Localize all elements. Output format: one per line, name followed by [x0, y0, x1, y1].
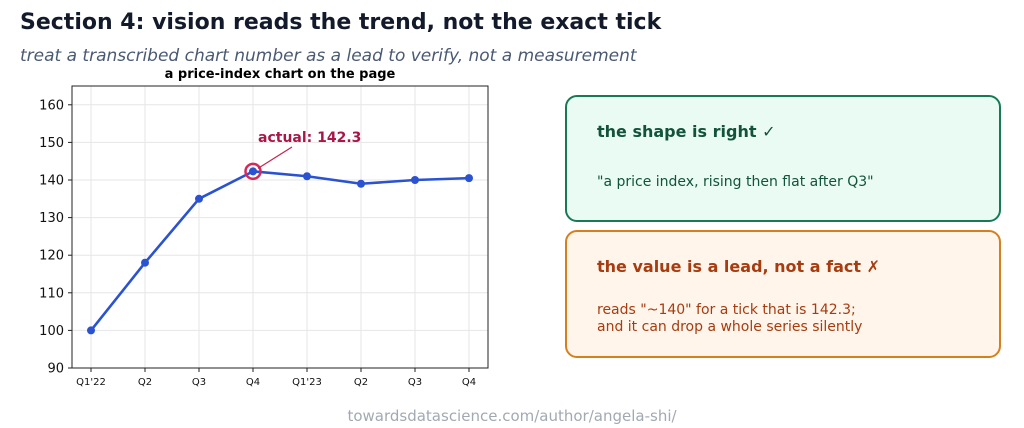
x-tick-label: Q1'23 [292, 377, 322, 388]
y-tick-label: 150 [39, 136, 64, 151]
shape-card-title: the shape is right ✓ [597, 122, 776, 141]
data-point [411, 176, 419, 184]
y-tick-label: 90 [47, 362, 64, 377]
source-url: towardsdatascience.com/author/angela-shi… [347, 407, 677, 425]
data-point [87, 326, 95, 335]
grid-lines [72, 86, 488, 369]
data-point [465, 174, 473, 183]
shape-is-right-card: the shape is right ✓ "a price index, ris… [565, 95, 1001, 222]
x-tick-label: Q1'22 [76, 377, 106, 388]
data-point [357, 179, 365, 188]
x-axis-ticks: Q1'22 Q2 Q3 Q4 Q1'23 Q2 Q3 Q4 [76, 368, 476, 388]
data-point [141, 258, 149, 267]
x-tick-label: Q2 [354, 377, 368, 388]
x-tick-label: Q4 [462, 377, 476, 388]
y-tick-label: 100 [39, 324, 64, 339]
shape-card-body: "a price index, rising then flat after Q… [597, 174, 874, 190]
value-is-lead-card: the value is a lead, not a fact ✗ reads … [565, 230, 1001, 358]
annotation-arrow [257, 146, 293, 169]
y-tick-label: 130 [39, 211, 64, 226]
data-points [87, 167, 473, 335]
y-tick-label: 120 [39, 249, 64, 264]
plot-frame [71, 85, 489, 369]
y-axis-ticks: 90 100 110 120 130 140 150 160 [39, 98, 72, 377]
series-line [89, 170, 470, 332]
series-line-layer [89, 170, 470, 332]
page-subtitle: treat a transcribed chart number as a le… [20, 46, 637, 66]
page-title: Section 4: vision reads the trend, not t… [20, 10, 662, 35]
lead-card-title: the value is a lead, not a fact ✗ [597, 257, 880, 276]
y-tick-label: 160 [39, 98, 64, 113]
chart-title: a price-index chart on the page [165, 67, 396, 82]
x-tick-label: Q3 [408, 377, 422, 388]
x-tick-label: Q4 [246, 377, 260, 388]
lead-card-body: reads "~140" for a tick that is 142.3; a… [597, 302, 863, 335]
annotation-layer: actual: 142.3 [244, 130, 361, 181]
highlight-ring [244, 162, 262, 181]
data-point [303, 172, 311, 181]
data-point [249, 167, 257, 176]
y-tick-label: 110 [39, 286, 64, 301]
x-tick-label: Q2 [138, 377, 152, 388]
y-tick-label: 140 [39, 174, 64, 189]
x-tick-label: Q3 [192, 377, 206, 388]
annotation-label: actual: 142.3 [258, 130, 361, 146]
data-point [195, 194, 203, 203]
